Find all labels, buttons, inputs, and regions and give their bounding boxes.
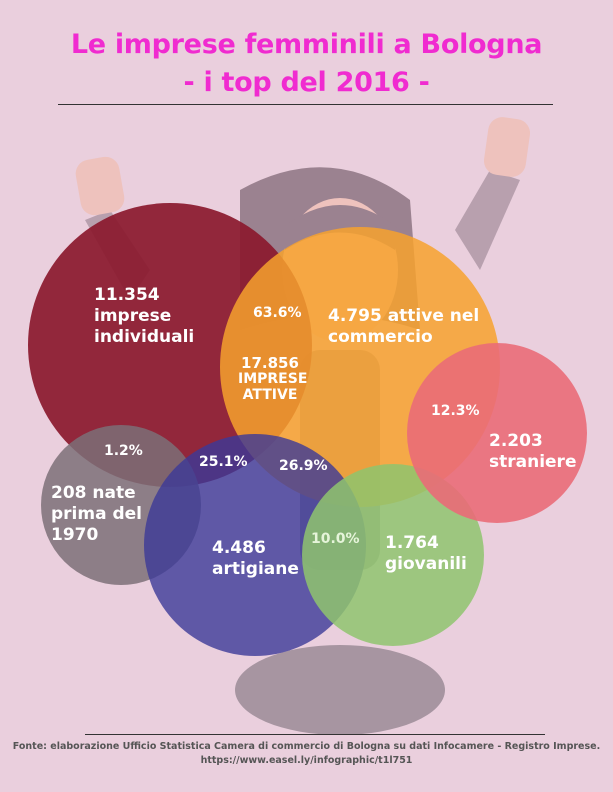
commercio-label: 4.795 attive nel commercio [328,306,479,348]
center-total-text-1: IMPRESE [238,371,308,387]
commercio-text-1: 4.795 attive nel [328,306,480,326]
center-total-value: 17.856 [241,354,299,372]
center-total-label: 17.856 IMPRESE ATTIVE [238,354,308,403]
source-link[interactable]: https://www.easel.ly/infographic/t1l751 [200,755,413,766]
commercio-percent: 26.9% [279,458,328,474]
straniere-text: straniere [489,452,577,472]
nate-prima-1970-label: 208 nate prima del 1970 [51,483,142,546]
page-title: Le imprese femminili a Bologna - i top d… [0,26,613,102]
giovanili-label: 1.764 giovanili [385,533,467,575]
giovanili-percent: 10.0% [311,531,360,547]
nate-prima-1970-text-3: 1970 [51,525,99,545]
center-total-text-2: ATTIVE [242,387,298,403]
imprese-individuali-percent: 63.6% [253,305,302,321]
source-note: Fonte: elaborazione Ufficio Statistica C… [12,741,601,752]
circle-artigiane [144,434,366,656]
imprese-individuali-value: 11.354 [94,285,160,305]
title-line-1: Le imprese femminili a Bologna [70,29,543,60]
circle-giovanili [302,464,484,646]
giovanili-value: 1.764 [385,533,439,553]
artigiane-label: 4.486 artigiane [212,538,299,580]
straniere-percent: 12.3% [431,403,480,419]
circle-straniere [407,343,587,523]
artigiane-percent: 25.1% [199,454,248,470]
imprese-individuali-text-2: individuali [94,327,195,347]
bottom-divider [85,734,545,735]
giovanili-text: giovanili [385,554,467,574]
nate-prima-1970-text-1: 208 nate [51,483,136,503]
commercio-text-2: commercio [328,327,433,347]
imprese-individuali-text-1: imprese [94,306,172,326]
artigiane-value: 4.486 [212,538,266,558]
nate-prima-1970-percent: 1.2% [104,443,143,459]
artigiane-text: artigiane [212,559,299,579]
straniere-label: 2.203 straniere [489,431,576,473]
top-divider [58,104,553,105]
straniere-value: 2.203 [489,431,543,451]
title-line-2: - i top del 2016 - [183,67,430,98]
imprese-individuali-label: 11.354 imprese individuali [94,285,194,348]
nate-prima-1970-text-2: prima del [51,504,143,524]
